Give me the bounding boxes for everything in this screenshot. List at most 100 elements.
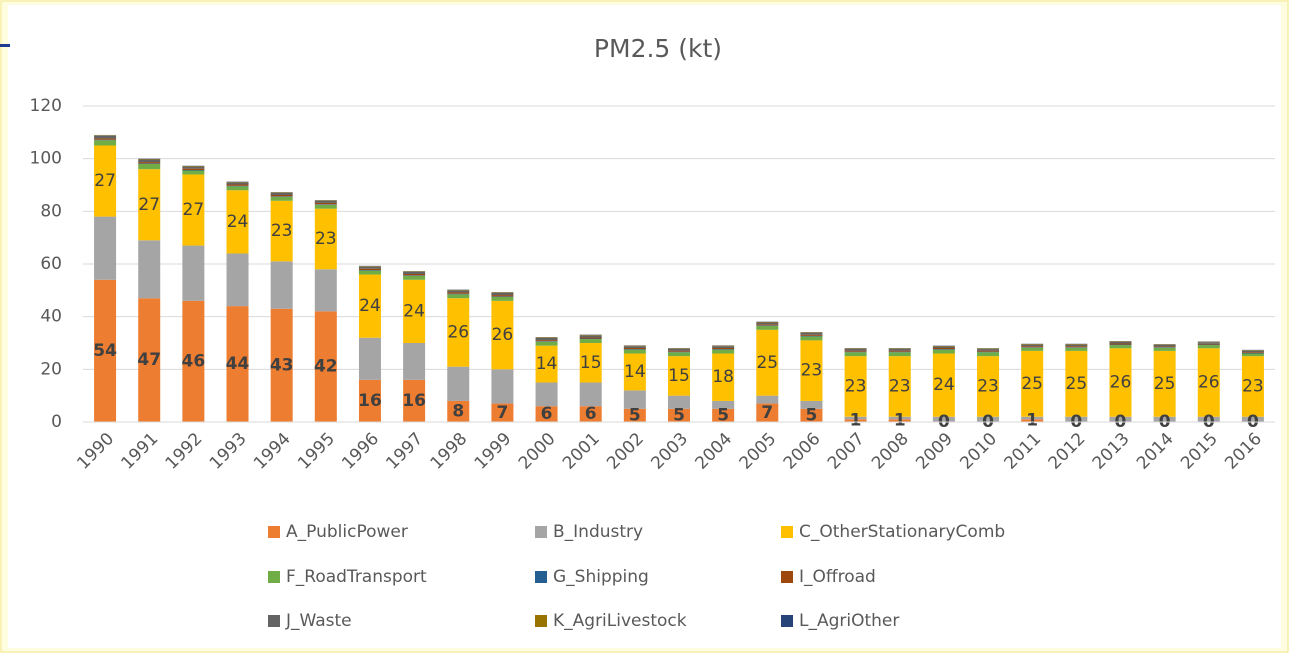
bar-segment xyxy=(358,268,381,271)
bar-segment xyxy=(977,356,1000,417)
bar-segment xyxy=(668,408,690,422)
legend-label: B_Industry xyxy=(553,522,643,542)
bar-segment xyxy=(491,292,514,293)
bar-segment xyxy=(977,350,1000,352)
data-label: 26 xyxy=(447,322,469,342)
bar-segment xyxy=(1197,416,1220,422)
bar-segment xyxy=(712,346,735,349)
bar-segment xyxy=(226,190,249,254)
bar-segment xyxy=(623,348,646,350)
bar-segment xyxy=(1197,343,1220,345)
data-label: 1 xyxy=(1026,411,1038,431)
bar-segment xyxy=(623,353,646,391)
bar-segment xyxy=(932,345,955,347)
bar-segment xyxy=(314,204,337,205)
bar-segment xyxy=(579,338,602,340)
data-label: 25 xyxy=(1154,374,1176,394)
legend-label: J_Waste xyxy=(285,611,352,631)
bar-segment xyxy=(1241,416,1264,422)
bar-segment xyxy=(712,349,735,354)
bar-segment xyxy=(579,343,602,383)
bar-segment xyxy=(1153,350,1176,417)
bar-segment xyxy=(844,352,867,357)
bar-segment xyxy=(712,345,735,347)
bar-segment xyxy=(182,166,205,167)
bar-segment xyxy=(800,340,823,401)
bar-segment xyxy=(712,353,735,401)
bar-segment xyxy=(756,324,779,326)
data-label: 23 xyxy=(977,376,999,396)
bar-segment xyxy=(358,270,381,271)
data-label: 24 xyxy=(227,212,249,232)
bar-segment xyxy=(182,168,205,170)
bar-segment xyxy=(226,186,249,191)
data-label: 46 xyxy=(182,351,206,371)
bar-segment xyxy=(623,408,646,422)
bar-segment xyxy=(1241,356,1264,417)
legend-swatch xyxy=(268,571,280,583)
data-label: 27 xyxy=(138,195,160,215)
bar-segment xyxy=(226,185,249,187)
bar-segment xyxy=(1241,353,1264,354)
bar-segment xyxy=(888,356,911,417)
data-label: 14 xyxy=(536,354,558,374)
bar-segment xyxy=(623,346,646,349)
bar-segment xyxy=(844,416,867,420)
bar-segment xyxy=(447,400,470,422)
data-label: 23 xyxy=(315,229,337,249)
edge-mark xyxy=(0,44,10,47)
data-label: 25 xyxy=(756,353,778,373)
bar-segment xyxy=(1197,345,1220,349)
bar-segment xyxy=(403,275,426,280)
bar-segment xyxy=(579,406,602,422)
bar-segment xyxy=(314,269,337,312)
bar-segment xyxy=(270,192,293,196)
data-label: 5 xyxy=(806,405,818,425)
bar-segment xyxy=(579,334,602,336)
bar-segment xyxy=(182,300,205,422)
bar-segment xyxy=(1021,419,1044,422)
data-label: 6 xyxy=(585,404,597,424)
legend-swatch xyxy=(781,571,793,583)
legend-label: L_AgriOther xyxy=(799,611,899,631)
bar-segment xyxy=(977,351,1000,353)
bar-segment xyxy=(1197,344,1220,346)
bar-segment xyxy=(1109,341,1132,342)
bar-segment xyxy=(314,204,337,209)
bar-segment xyxy=(138,159,161,163)
data-label: 16 xyxy=(358,391,382,411)
chart-title: PM2.5 (kt) xyxy=(594,34,722,63)
bar-segment xyxy=(314,202,337,205)
bar-segment xyxy=(844,356,867,417)
bar-segment xyxy=(1153,347,1176,348)
bar-segment xyxy=(668,348,690,351)
bar-segment xyxy=(888,416,911,420)
bar-segment xyxy=(579,339,602,343)
bar-segment xyxy=(491,403,514,422)
data-label: 15 xyxy=(580,353,602,373)
y-tick-label: 80 xyxy=(40,201,62,221)
bar-segment xyxy=(535,345,558,383)
bar-segment xyxy=(270,308,293,422)
data-label: 7 xyxy=(761,403,773,423)
data-label: 23 xyxy=(845,376,867,396)
bar-segment xyxy=(1065,344,1088,345)
data-label: 27 xyxy=(183,200,205,220)
bar-segment xyxy=(403,274,426,276)
bar-segment xyxy=(358,266,381,267)
data-label: 5 xyxy=(629,405,641,425)
bar-segment xyxy=(1153,416,1176,422)
bar-segment xyxy=(756,322,779,325)
bar-segment xyxy=(1153,344,1176,345)
bar-segment xyxy=(1109,416,1132,422)
y-tick-label: 0 xyxy=(51,412,62,432)
bar-segment xyxy=(270,261,293,309)
bar-segment xyxy=(844,348,867,349)
bar-segment xyxy=(226,182,249,185)
bar-segment xyxy=(977,348,1000,350)
bar-segment xyxy=(800,408,823,422)
bar-segment xyxy=(491,300,514,370)
data-label: 5 xyxy=(717,405,729,425)
bar-segment xyxy=(668,350,690,352)
